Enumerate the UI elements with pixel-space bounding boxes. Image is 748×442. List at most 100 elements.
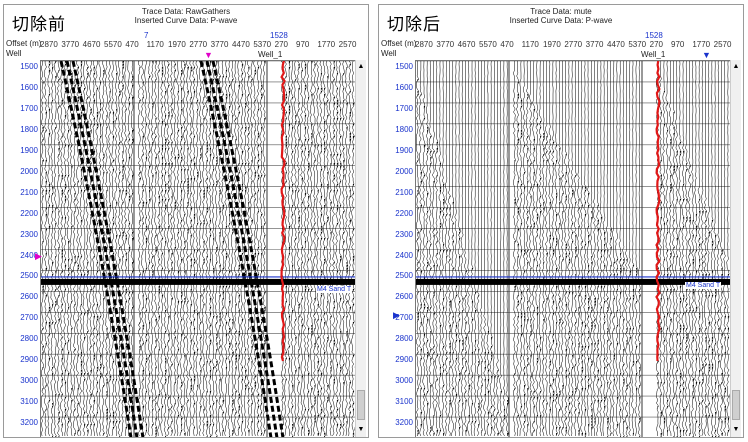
- seismic-trace: [201, 61, 206, 437]
- seismic-trace: [351, 61, 355, 436]
- seismic-trace: [499, 61, 503, 437]
- seismic-trace-fill: [721, 250, 723, 436]
- seismic-gather-view[interactable]: [415, 60, 734, 437]
- seismic-trace: [101, 61, 105, 437]
- seismic-trace: [444, 61, 448, 437]
- seismic-trace: [262, 61, 266, 437]
- seismic-trace-fill: [349, 64, 351, 415]
- seismic-trace-fill: [68, 73, 70, 424]
- trace-data-label: Trace Data: mute: [530, 7, 592, 16]
- seismic-trace-fill: [462, 277, 464, 406]
- seismic-trace: [176, 61, 180, 437]
- seismic-trace-fill: [324, 88, 326, 437]
- scroll-up-icon[interactable]: ▲: [357, 63, 365, 70]
- scroll-thumb[interactable]: [357, 390, 365, 420]
- depth-tick-label: 2900: [395, 355, 413, 365]
- seismic-trace: [66, 61, 70, 437]
- left-marker-icon[interactable]: ▶: [35, 251, 42, 261]
- seismic-trace: [348, 61, 352, 437]
- seismic-trace: [525, 61, 529, 437]
- seismic-trace: [230, 61, 234, 437]
- seismic-trace-fill: [530, 103, 532, 400]
- vertical-scrollbar[interactable]: ▲ ▼: [730, 60, 741, 437]
- seismic-trace-fill: [455, 283, 458, 397]
- seismic-trace: [637, 61, 641, 437]
- offset-tick-label: 2570: [713, 40, 732, 49]
- seismic-trace-fill: [222, 76, 224, 433]
- depth-tick-label: 3200: [395, 418, 413, 428]
- seismic-trace-fill: [327, 76, 329, 403]
- depth-tick-label: 2300: [20, 229, 38, 239]
- well-axis-label: Well: [381, 49, 397, 58]
- seismic-trace: [678, 61, 682, 437]
- depth-tick-label: 3000: [395, 376, 413, 386]
- seismic-gather-view[interactable]: [40, 60, 359, 437]
- top-marker-icon[interactable]: ▼: [702, 50, 711, 60]
- left-marker-icon[interactable]: ▶: [393, 310, 400, 320]
- seismic-trace: [141, 61, 145, 437]
- seismic-trace: [185, 61, 190, 437]
- seismic-trace: [137, 61, 142, 437]
- seismic-trace-fill: [84, 88, 86, 427]
- seismic-trace-fill: [699, 199, 701, 437]
- seismic-trace: [538, 61, 542, 437]
- offset-axis-label: Offset (m): [381, 39, 417, 48]
- top-marker-icon[interactable]: ▼: [204, 50, 213, 60]
- seismic-trace: [160, 61, 164, 437]
- seismic-trace: [567, 61, 571, 437]
- seismic-trace-fill: [443, 184, 445, 436]
- seismic-trace: [41, 61, 45, 437]
- depth-tick-label: 2200: [20, 208, 38, 218]
- depth-tick-label: 2300: [395, 229, 413, 239]
- seismic-trace-fill: [219, 76, 221, 409]
- offset-tick-label: 1770: [317, 40, 336, 49]
- scroll-up-icon[interactable]: ▲: [732, 63, 740, 70]
- seismic-trace-fill: [568, 253, 571, 415]
- scroll-down-icon[interactable]: ▼: [357, 426, 365, 433]
- offset-tick-label: 1170: [521, 40, 539, 49]
- depth-tick-label: 3100: [395, 397, 413, 407]
- seismic-trace: [63, 61, 67, 437]
- seismic-trace: [726, 61, 730, 437]
- seismic-trace-fill: [48, 61, 51, 403]
- seismic-trace-fill: [264, 61, 266, 433]
- seismic-trace: [691, 61, 695, 437]
- seismic-trace-fill: [58, 70, 60, 437]
- offset-tick-label: 270: [649, 40, 664, 49]
- depth-tick-label: 2100: [20, 187, 38, 197]
- seismic-trace-fill: [695, 214, 698, 424]
- seismic-trace-fill: [343, 73, 345, 427]
- well-name: Well_1: [641, 50, 666, 59]
- seismic-trace-fill: [491, 337, 493, 430]
- depth-tick-label: 1700: [20, 103, 38, 113]
- seismic-trace: [341, 61, 345, 437]
- seismic-trace-fill: [125, 109, 127, 430]
- reflection-band: [416, 278, 734, 285]
- offset-tick-label: 5570: [104, 40, 122, 49]
- scroll-thumb[interactable]: [732, 390, 740, 420]
- seismic-trace: [596, 61, 600, 437]
- seismic-panel-left: 切除前 Trace Data: RawGathers Inserted Curv…: [3, 4, 369, 438]
- seismic-trace-fill: [122, 61, 124, 403]
- seismic-trace-fill: [190, 67, 192, 391]
- seismic-trace: [544, 61, 549, 437]
- seismic-trace: [694, 61, 698, 437]
- seismic-trace-fill: [465, 271, 467, 433]
- well-axis-label: Well: [6, 49, 22, 58]
- scroll-down-icon[interactable]: ▼: [732, 426, 740, 433]
- seismic-trace: [480, 61, 483, 437]
- seismic-trace-fill: [238, 85, 240, 430]
- seismic-trace: [502, 61, 506, 437]
- seismic-panel-right: 切除后 Trace Data: mute Inserted Curve Data…: [378, 4, 744, 438]
- seismic-traces: [41, 61, 359, 437]
- seismic-trace: [483, 61, 487, 437]
- seismic-trace-fill: [430, 136, 432, 433]
- seismic-trace: [457, 61, 461, 437]
- depth-tick-label: 2900: [20, 355, 38, 365]
- vertical-scrollbar[interactable]: ▲ ▼: [355, 60, 366, 437]
- seismic-trace-fill: [689, 166, 691, 436]
- seismic-trace: [92, 61, 96, 436]
- seismic-trace: [489, 61, 493, 437]
- seismic-trace-fill: [607, 250, 609, 437]
- seismic-trace-fill: [229, 85, 231, 437]
